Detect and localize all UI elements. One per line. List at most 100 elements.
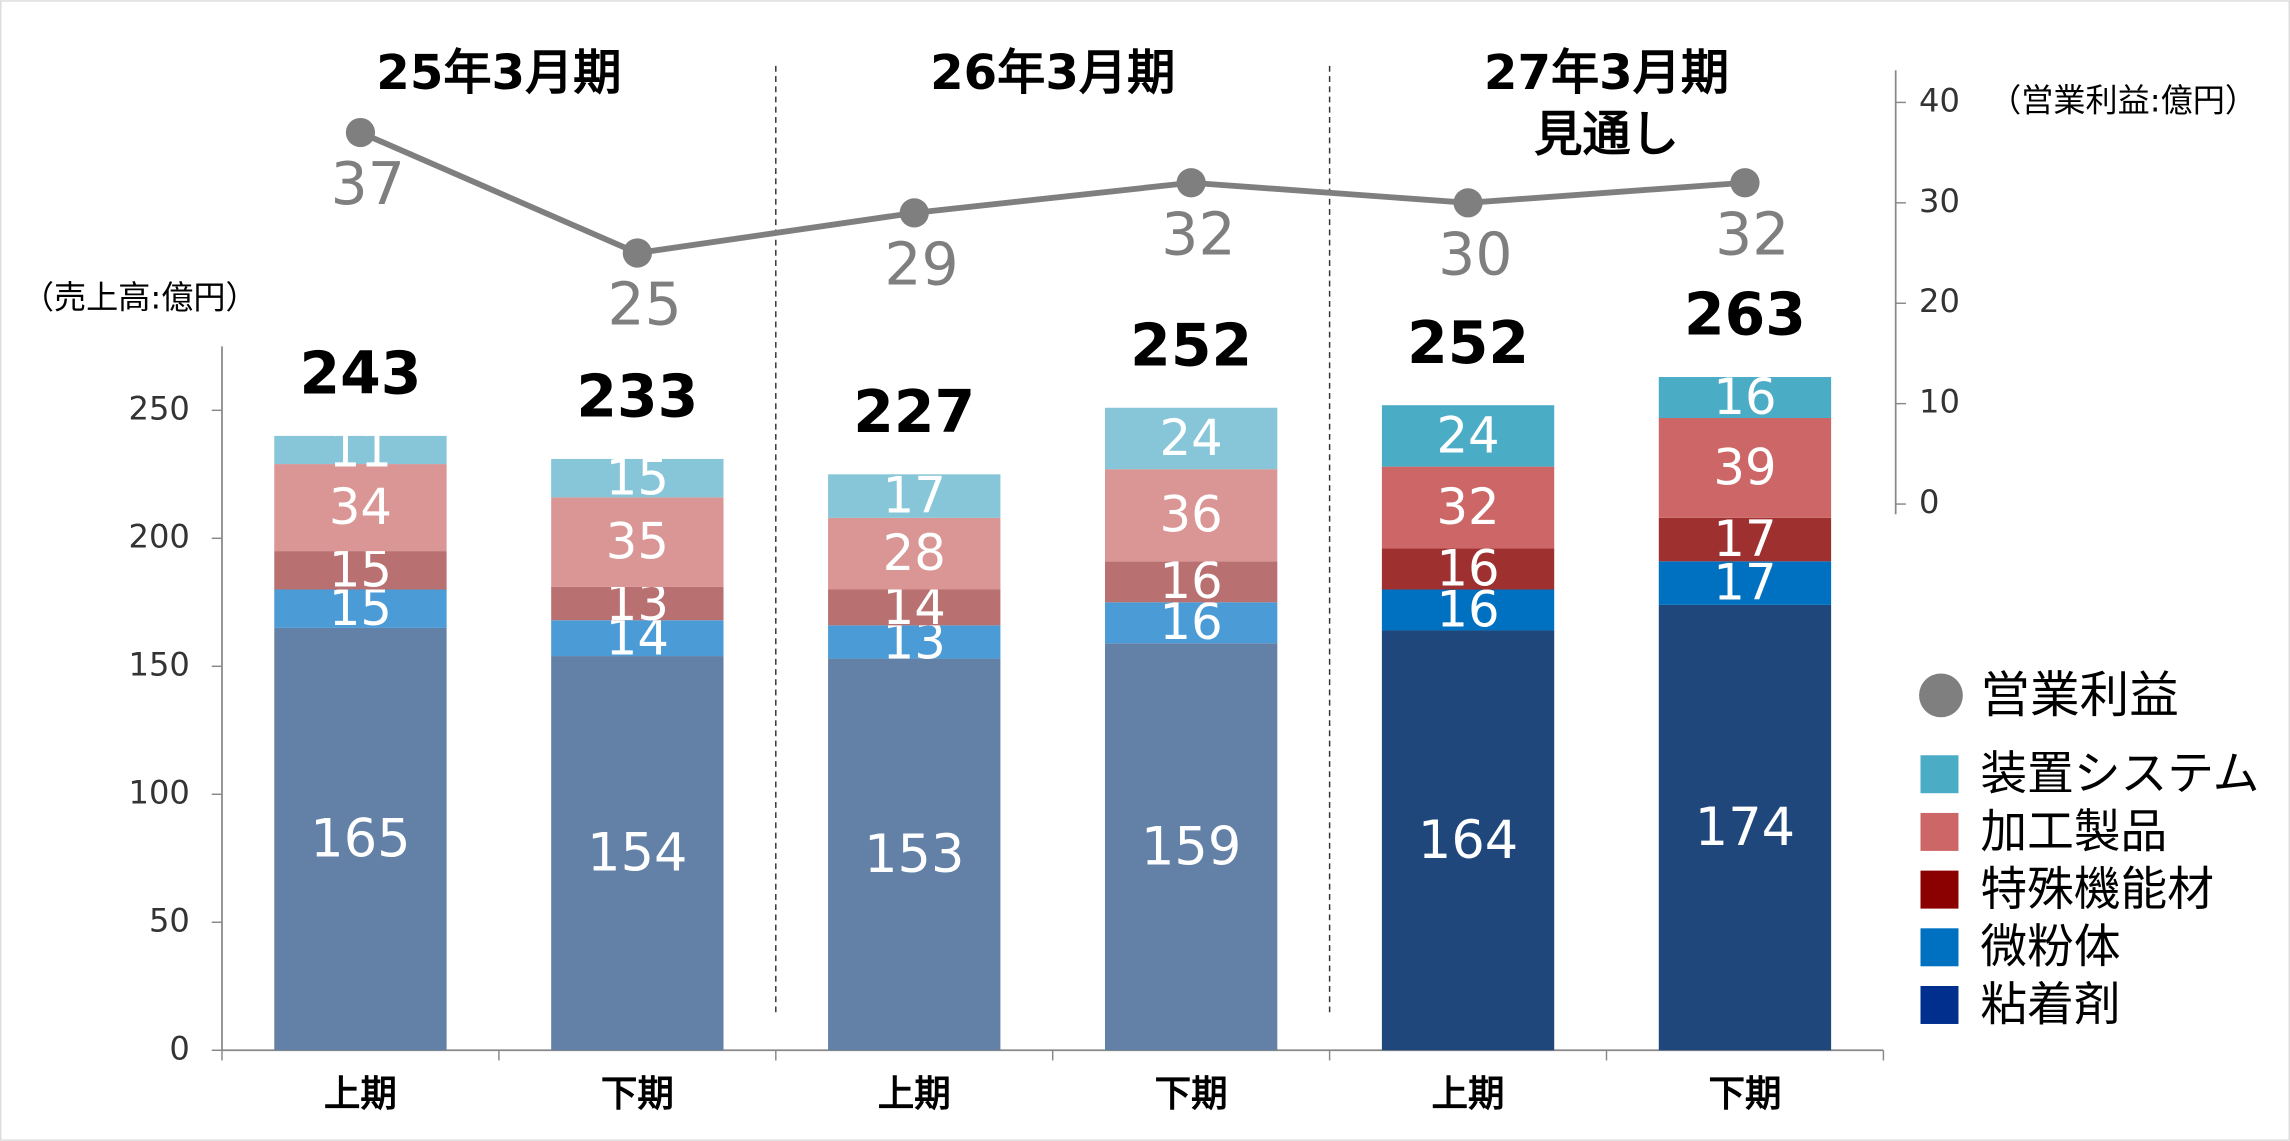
legend-label: 粘着剤 [1980, 978, 2120, 1032]
total-label: 227 [853, 378, 975, 446]
bar-segment [1381, 589, 1555, 631]
line-label: 30 [1438, 220, 1512, 288]
segment-label: 28 [883, 524, 946, 582]
segment-label: 36 [1160, 486, 1223, 544]
segment-label: 16 [1160, 552, 1223, 610]
segment-label: 24 [1436, 406, 1499, 464]
x-tick-label: 上期 [1432, 1072, 1505, 1115]
group-label: 27年3月期 [1484, 45, 1729, 101]
bar-segment [1658, 561, 1832, 605]
bar-segment [551, 656, 724, 1051]
segment-label: 16 [1436, 580, 1499, 638]
bar-segment [274, 589, 447, 628]
legend-swatch [1920, 928, 1959, 967]
segment-label: 34 [329, 478, 392, 536]
bar-segment [1104, 643, 1278, 1051]
bar-segment [1658, 377, 1832, 418]
bar-segment [274, 551, 447, 590]
bar-segment [828, 658, 1001, 1051]
bar-segment [1658, 417, 1832, 518]
segment-label: 17 [1713, 554, 1776, 612]
bar-segment [1104, 407, 1278, 470]
legend-label: 営業利益 [1980, 666, 2179, 724]
segment-label: 17 [1713, 510, 1776, 568]
line-label: 32 [1161, 200, 1235, 268]
x-tick-label: 下期 [1708, 1072, 1781, 1115]
segment-label: 174 [1695, 797, 1795, 858]
bar-segment [551, 586, 724, 621]
total-label: 263 [1684, 281, 1806, 349]
line-point [899, 198, 929, 228]
segment-label: 35 [606, 513, 669, 571]
segment-label: 153 [864, 824, 964, 885]
x-tick-label: 上期 [878, 1072, 951, 1115]
line-label: 32 [1715, 200, 1789, 268]
legend-swatch [1920, 986, 1959, 1024]
bar-segment [1104, 561, 1278, 603]
segment-label: 164 [1418, 810, 1518, 871]
total-label: 252 [1130, 311, 1252, 379]
y-tick-label: 150 [129, 645, 190, 683]
legend-label: 微粉体 [1980, 921, 2120, 975]
y2-tick-label: 10 [1919, 383, 1960, 421]
segment-label: 15 [606, 449, 669, 507]
segment-label: 16 [1436, 539, 1499, 597]
legend-swatch [1920, 870, 1959, 909]
segment-label: 39 [1713, 438, 1776, 496]
total-label: 233 [576, 363, 698, 431]
segment-label: 16 [1713, 368, 1776, 426]
group-label: 26年3月期 [930, 45, 1175, 101]
legend-swatch [1920, 812, 1959, 851]
line-point [1176, 168, 1206, 198]
x-tick-label: 下期 [1155, 1072, 1228, 1115]
segment-label: 32 [1436, 478, 1499, 536]
total-label: 243 [299, 340, 421, 408]
bar-segment [1381, 548, 1555, 590]
y2-tick-label: 0 [1919, 483, 1939, 521]
line-point [345, 117, 376, 148]
y-tick-label: 250 [129, 389, 190, 427]
line-point [622, 238, 652, 268]
bar-segment [828, 474, 1001, 518]
y2-tick-label: 30 [1919, 182, 1960, 220]
bar-segment [274, 435, 447, 465]
bar-segment [1381, 630, 1555, 1051]
y-tick-label: 0 [169, 1029, 189, 1067]
bar-segment [551, 620, 724, 657]
bar-segment [274, 627, 447, 1051]
legend-label: 加工製品 [1980, 805, 2167, 859]
bar-segment [1104, 469, 1278, 562]
y2-axis-label: （営業利益:億円） [1989, 81, 2257, 119]
x-tick-label: 上期 [324, 1072, 397, 1115]
bar-segment [551, 497, 724, 587]
line-label: 25 [607, 271, 681, 339]
legend-label: 特殊機能材 [1980, 863, 2214, 917]
x-tick-label: 下期 [601, 1072, 674, 1115]
bar-segment [828, 625, 1001, 659]
bar-segment [828, 589, 1001, 626]
bar-segment [1381, 405, 1555, 467]
segment-label: 16 [1160, 593, 1223, 651]
bar-segment [828, 517, 1001, 590]
y2-tick-label: 40 [1919, 81, 1960, 119]
group-label: 25年3月期 [376, 45, 621, 101]
bar-segment [1658, 604, 1832, 1051]
group-label: 見通し [1534, 106, 1679, 162]
bar-segment [1381, 466, 1555, 549]
bar-segment [1658, 517, 1832, 562]
total-label: 252 [1407, 309, 1529, 377]
line-label: 29 [884, 230, 958, 298]
segment-label: 159 [1141, 816, 1241, 877]
line-point [1453, 188, 1483, 218]
line [359, 129, 1746, 257]
bar-segment [1104, 602, 1278, 644]
y2-tick-label: 20 [1919, 282, 1960, 320]
segment-label: 24 [1160, 409, 1223, 467]
legend-label: 装置システム [1980, 748, 2259, 802]
y-axis-label: （売上高:億円） [22, 279, 258, 317]
bar-segment [274, 464, 447, 552]
y-tick-label: 50 [149, 901, 190, 939]
legend-swatch [1920, 755, 1959, 794]
